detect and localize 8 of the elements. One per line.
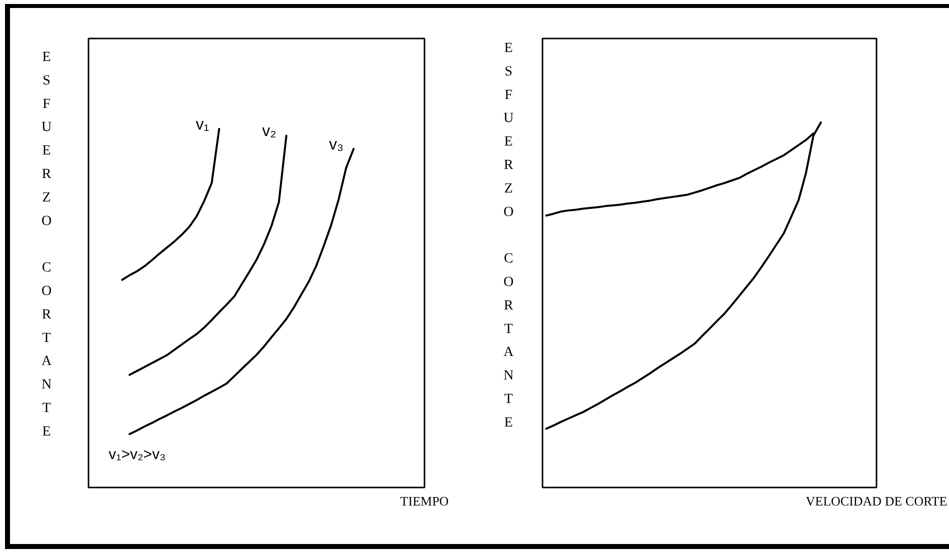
x-axis-title: VELOCIDAD DE CORTE	[806, 494, 948, 508]
y-axis-title: ESFUERZO CORTANTE	[39, 50, 54, 448]
y-axis-title: ESFUERZO CORTANTE	[501, 41, 516, 439]
series-label: v₃	[329, 136, 344, 154]
series-label: v₁	[196, 116, 210, 134]
annotation: v₁>v₂>v₃	[108, 446, 166, 464]
x-axis-title: TIEMPO	[400, 494, 449, 508]
series-label: v₂	[262, 123, 276, 140]
